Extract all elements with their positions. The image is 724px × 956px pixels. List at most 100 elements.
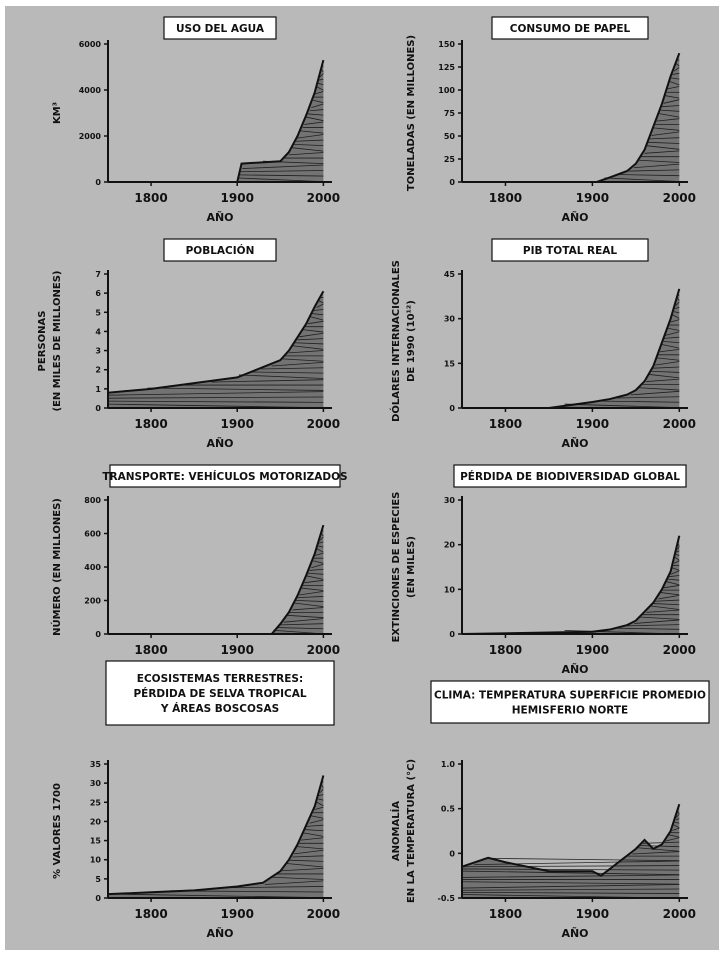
y-tick-label: 7	[95, 270, 101, 279]
chart-title: ECOSISTEMAS TERRESTRES:	[137, 673, 303, 685]
chart-5: TRANSPORTE: VEHÍCULOS MOTORIZADOS 0 200 400…	[50, 464, 348, 676]
y-tick-label: 0	[449, 630, 455, 639]
area-fill	[462, 288, 680, 408]
chart-title-box	[491, 16, 649, 40]
y-tick-label: 150	[438, 40, 455, 49]
y-tick-label: 20	[90, 817, 102, 826]
chart-title-box	[163, 16, 277, 40]
x-tick-label: 2000	[307, 643, 340, 657]
x-tick-label: 2000	[663, 643, 696, 657]
x-axis-label: AÑO	[206, 437, 233, 450]
y-tick-label: 35	[90, 760, 102, 769]
y-tick-label: 25	[444, 155, 456, 164]
hatching	[238, 66, 324, 183]
area-fill	[462, 804, 680, 898]
y-tick-label: 125	[438, 63, 455, 72]
y-tick-label: 15	[444, 359, 456, 368]
hatching	[564, 294, 680, 409]
y-axis-label: (EN MILES)	[406, 536, 417, 598]
y-axis-label: EN LA TEMPERATURA (°C)	[406, 759, 417, 903]
x-tick-label: 1900	[221, 907, 254, 921]
x-tick-label: 1800	[489, 417, 522, 431]
chart-title: CLIMA: TEMPERATURA SUPERFICIE PROMEDIO	[434, 690, 706, 702]
y-tick-label: 0.5	[441, 805, 456, 814]
figure-panel: USO DEL AGUA 0 2000 4000 6000 1800 1900 2000 AÑO…	[5, 6, 719, 950]
series-line	[462, 52, 681, 183]
chart-7: ECOSISTEMAS TERRESTRES: PÉRDIDA DE SELVA …	[52, 660, 340, 940]
y-tick-label: 2000	[79, 132, 102, 141]
y-axis-label: TONELADAS (EN MILLONES)	[406, 35, 417, 191]
x-tick-label: 1900	[221, 417, 254, 431]
chart-title: Y ÁREAS BOSCOSAS	[160, 702, 279, 715]
x-axis-label: AÑO	[561, 211, 588, 224]
y-tick-label: 45	[444, 270, 456, 279]
y-axis-label: NÚMERO (EN MILLONES)	[50, 498, 63, 636]
y-tick-label: 4000	[79, 86, 102, 95]
x-axis-label: AÑO	[561, 663, 588, 676]
chart-title: HEMISFERIO NORTE	[512, 705, 628, 717]
y-tick-label: 5	[95, 308, 101, 317]
chart-title-box	[491, 238, 649, 262]
x-axis-label: AÑO	[206, 211, 233, 224]
x-axis-label: AÑO	[206, 927, 233, 940]
y-tick-label: 0	[95, 178, 101, 187]
y-axis-label: PERSONAS	[37, 311, 48, 372]
y-tick-label: 0	[95, 404, 101, 413]
y-tick-label: 4	[95, 327, 101, 336]
y-tick-label: 2	[95, 366, 101, 375]
chart-title: POBLACIÓN	[186, 244, 255, 257]
x-tick-label: 1800	[134, 643, 167, 657]
x-tick-label: 1800	[489, 907, 522, 921]
x-tick-label: 2000	[307, 907, 340, 921]
chart-title-box	[453, 464, 687, 488]
chart-title-box	[163, 238, 277, 262]
y-tick-label: 0	[449, 404, 455, 413]
y-tick-label: 400	[84, 563, 101, 572]
area-fill	[108, 60, 324, 182]
y-tick-label: 30	[444, 496, 456, 505]
chart-title-box	[109, 464, 341, 488]
y-tick-label: 75	[444, 109, 456, 118]
y-tick-label: 1.0	[441, 760, 456, 769]
chart-6: PÉRDIDA DE BIODIVERSIDAD GLOBAL 0 10 20 30 18…	[391, 464, 696, 676]
x-tick-label: 1900	[576, 643, 609, 657]
y-tick-label: 0	[95, 894, 101, 903]
x-tick-label: 2000	[663, 191, 696, 205]
y-tick-label: 30	[444, 315, 456, 324]
series-line	[107, 290, 325, 394]
y-tick-label: 50	[444, 132, 456, 141]
x-tick-label: 1900	[221, 191, 254, 205]
series-line	[461, 803, 681, 877]
y-tick-label: 15	[90, 837, 102, 846]
x-tick-label: 1800	[489, 191, 522, 205]
y-tick-label: 25	[90, 798, 102, 807]
y-tick-label: 600	[84, 530, 101, 539]
area-fill	[462, 535, 680, 634]
series-line	[107, 775, 325, 896]
y-axis-label: EXTINCIONES DE ESPECIES	[391, 492, 402, 643]
hatching	[604, 59, 680, 182]
y-tick-label: 3	[95, 347, 101, 356]
chart-title-box	[430, 680, 710, 724]
y-tick-label: -0.5	[438, 894, 456, 903]
area-fill	[462, 53, 680, 183]
chart-3: POBLACIÓN 0 1 2 3 4 5 6 7 1800 1900 2000 AÑO PERSONAS…	[37, 238, 340, 450]
chart-8: CLIMA: TEMPERATURA SUPERFICIE PROMEDIO HE…	[389, 680, 710, 940]
y-axis-label: DE 1990 (10¹²)	[406, 300, 417, 382]
y-tick-label: 10	[90, 856, 102, 865]
chart-4: PIB TOTAL REAL 0 15 30 45 1800 1900 2000 AÑO DÓLA…	[389, 238, 696, 450]
series-line	[461, 535, 681, 635]
y-tick-label: 6000	[79, 40, 102, 49]
area-fill	[108, 775, 324, 898]
y-tick-label: 20	[444, 541, 456, 550]
x-tick-label: 1800	[134, 907, 167, 921]
y-tick-label: 1	[95, 385, 101, 394]
chart-title: USO DEL AGUA	[176, 23, 265, 35]
hatching	[273, 530, 324, 635]
x-tick-label: 1900	[576, 417, 609, 431]
y-tick-label: 5	[95, 875, 101, 884]
y-tick-label: 0	[449, 849, 455, 858]
y-tick-label: 200	[84, 597, 101, 606]
chart-title: PÉRDIDA DE BIODIVERSIDAD GLOBAL	[460, 470, 680, 483]
series-line	[108, 59, 325, 183]
